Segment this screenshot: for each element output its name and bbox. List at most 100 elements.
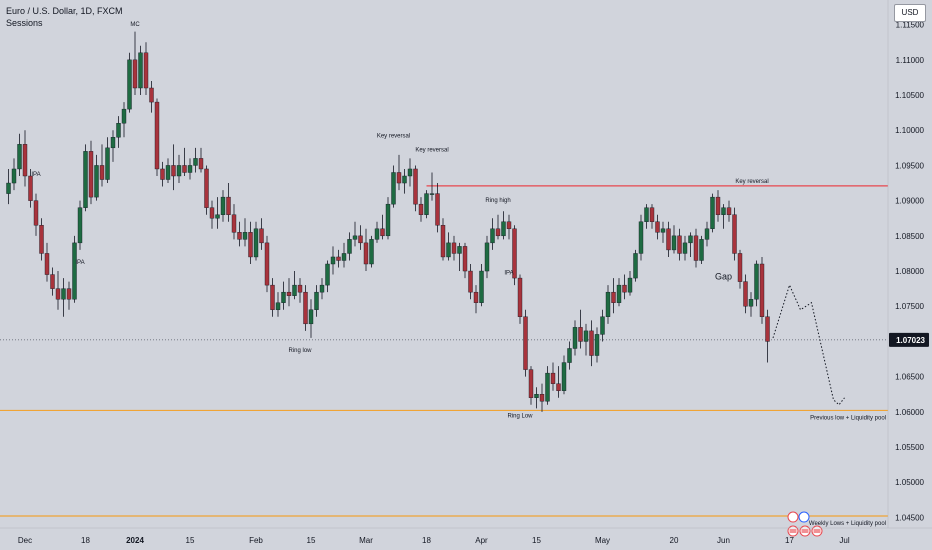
candle-body [99, 165, 105, 180]
candle-body [171, 165, 176, 177]
candle-body [308, 309, 314, 325]
time-tick-label: 15 [532, 536, 541, 545]
price-tick-label: 1.09500 [895, 161, 924, 170]
price-tick-label: 1.11000 [896, 56, 925, 65]
level-label: Previous low + Liquidity pool [810, 415, 886, 421]
currency-button[interactable]: USD [894, 4, 926, 22]
candle-body [215, 214, 220, 219]
candle-body [231, 214, 237, 233]
candle-body [286, 291, 292, 296]
candle-body [165, 165, 171, 180]
lightning-icon[interactable] [787, 511, 799, 523]
level-label: Weekly Lows + Liquidity pool [809, 521, 886, 527]
candle-body [336, 256, 341, 261]
candle-body [693, 235, 699, 261]
candle-body [314, 291, 319, 310]
dot-icon[interactable] [798, 511, 810, 523]
candle-body [671, 235, 677, 251]
candle-body [649, 207, 655, 222]
candle-body [704, 228, 710, 240]
candle-body [528, 369, 534, 398]
candle-body [556, 383, 561, 391]
candle-body [248, 232, 253, 258]
candle-body [17, 144, 22, 170]
time-tick-label: Dec [18, 536, 32, 545]
candle-body [143, 52, 149, 89]
candle-body [539, 394, 545, 402]
candle-body [28, 175, 33, 201]
candle-body [737, 253, 743, 282]
candle-body [352, 235, 358, 240]
candle-body [732, 214, 737, 254]
time-tick-label: Mar [359, 536, 373, 545]
price-axis[interactable]: 1.11500 1.11000 1.10500 1.10000 1.09500 1.090… [887, 0, 929, 528]
candle-body [264, 242, 270, 286]
candle-body [710, 196, 715, 229]
candle-body [605, 291, 611, 318]
time-tick-label: 20 [670, 536, 679, 545]
price-tick-label: 1.04500 [895, 513, 924, 522]
candle-body [39, 225, 44, 254]
price-tick-label: 1.07500 [895, 302, 924, 311]
time-axis[interactable]: Dec 18 2024 15 Feb 15 Mar 18 Apr 15 May 20 Jun 17 Jul [0, 527, 932, 545]
time-tick-label: Jun [717, 536, 730, 545]
candle-body [583, 330, 589, 342]
levels-layer: Key reversal Previous low + Liquidity poo… [0, 179, 888, 537]
price-tick-label: 1.09000 [895, 197, 924, 206]
candle-body [512, 228, 517, 279]
candle-body [600, 316, 605, 335]
chart-annotation: MC [130, 22, 140, 28]
annotations-layer: MC IPA IPA Key reversal Key reversal Ring hig… [31, 22, 732, 419]
chart-annotation: Ring high [485, 198, 510, 204]
candle-body [594, 334, 600, 356]
candle-body [495, 228, 501, 237]
candle-body [638, 221, 644, 254]
candle-body [253, 228, 259, 258]
price-tick-label: 1.06500 [895, 373, 924, 382]
price-tick-label: 1.10500 [895, 91, 924, 100]
candle-body [385, 203, 391, 237]
candle-body [721, 207, 726, 215]
candle-body [275, 302, 281, 310]
candle-body [138, 52, 143, 89]
candle-body [347, 239, 352, 254]
candle-body [407, 168, 413, 177]
chart-title: Euro / U.S. Dollar, 1D, FXCM [6, 6, 123, 16]
candle-body [55, 288, 61, 300]
candle-body [61, 288, 66, 300]
candle-body [380, 228, 385, 237]
indicator-label-sessions[interactable]: Sessions [6, 18, 43, 28]
candle-body [523, 316, 528, 370]
candle-body [105, 147, 110, 180]
candle-body [116, 122, 121, 138]
candle-body [11, 168, 17, 184]
current-price-tag[interactable] [889, 332, 929, 347]
price-tick-label: 1.08500 [895, 232, 924, 241]
projection-path[interactable] [772, 283, 845, 406]
candle-body [121, 108, 127, 124]
time-tick-label: Feb [249, 536, 263, 545]
chart-annotation: Key reversal [377, 133, 410, 139]
chart-annotation: IPA [504, 271, 513, 277]
candle-body [451, 242, 457, 254]
candle-body [468, 270, 473, 293]
candle-body [83, 151, 88, 208]
candle-body [759, 263, 765, 317]
candle-body [204, 168, 209, 208]
candle-body [193, 158, 198, 166]
candle-body [666, 228, 671, 251]
candle-body [281, 291, 286, 303]
candle-body [77, 207, 83, 244]
candle-body [22, 144, 28, 177]
candle-body [616, 284, 622, 303]
candle-body [435, 193, 440, 226]
us-flag-icon-fill [801, 529, 809, 534]
candle-body [413, 168, 418, 205]
candle-body [72, 242, 77, 300]
candles-layer [6, 31, 770, 412]
candle-body [479, 270, 484, 303]
candle-body [501, 221, 506, 237]
candle-body [209, 207, 215, 219]
